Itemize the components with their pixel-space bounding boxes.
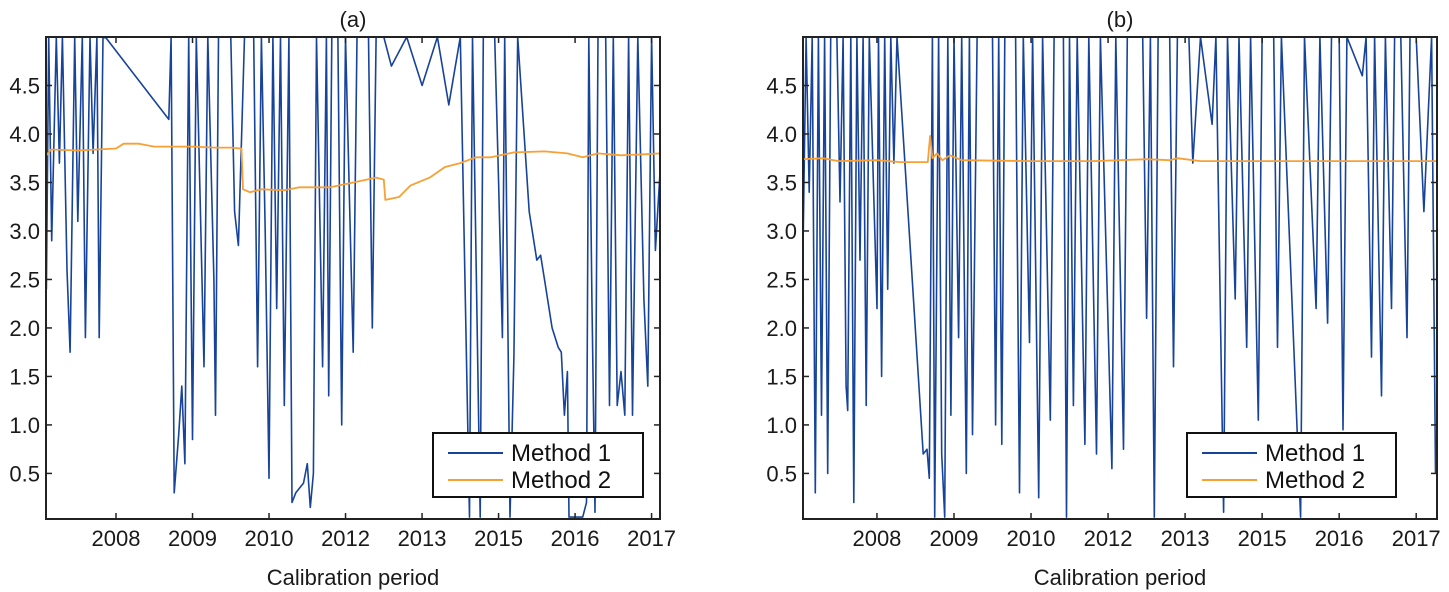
chart-title: (a) — [340, 7, 367, 32]
y-tick-label: 2.0 — [766, 316, 797, 341]
x-tick-label: 2016 — [1315, 526, 1364, 551]
x-tick-label: 2015 — [474, 526, 523, 551]
x-tick-label: 2010 — [1007, 526, 1056, 551]
chart-title: (b) — [1107, 7, 1134, 32]
y-tick-label: 2.0 — [9, 316, 40, 341]
y-tick-label: 3.0 — [766, 219, 797, 244]
x-tick-label: 2012 — [1084, 526, 1133, 551]
series-line-method-2 — [46, 142, 660, 201]
x-tick-label: 2008 — [92, 526, 141, 551]
y-tick-label: 1.5 — [9, 364, 40, 389]
legend-label-1: Method 1 — [511, 440, 611, 467]
legend-label-2: Method 2 — [1265, 467, 1365, 494]
series-line-method-2 — [803, 134, 1437, 164]
y-tick-label: 0.5 — [9, 461, 40, 486]
legend-label-2: Method 2 — [511, 467, 611, 494]
x-tick-label: 2012 — [321, 526, 370, 551]
y-tick-label: 1.0 — [9, 413, 40, 438]
x-tick-label: 2013 — [398, 526, 447, 551]
axes-frame — [802, 36, 1438, 520]
y-tick-label: 4.5 — [766, 73, 797, 98]
legend-label-1: Method 1 — [1265, 440, 1365, 467]
x-axis-label: Calibration period — [267, 565, 439, 590]
y-tick-label: 4.0 — [766, 122, 797, 147]
x-tick-label: 2013 — [1161, 526, 1210, 551]
x-tick-label: 2008 — [852, 526, 901, 551]
y-tick-label: 2.5 — [9, 267, 40, 292]
panel-b: (b) 0.5 1.0 1.5 2.0 2.5 3.0 3.5 4.0 4.5 2008 2009 20… — [766, 7, 1440, 590]
legend-box — [1186, 432, 1397, 498]
x-tick-label: 2016 — [551, 526, 600, 551]
y-tick-label: 1.0 — [766, 413, 797, 438]
y-tick-label: 4.0 — [9, 122, 40, 147]
x-tick-label: 2009 — [168, 526, 217, 551]
plot-area — [46, 37, 660, 518]
y-tick-label: 2.5 — [766, 267, 797, 292]
series-line-method-1 — [46, 37, 660, 518]
y-tick-label: 3.0 — [9, 219, 40, 244]
series-line-method-1 — [803, 37, 1437, 518]
x-axis-label: Calibration period — [1034, 565, 1206, 590]
panel-a: (a) 0.5 1.0 1.5 2.0 2.5 3.0 3.5 4.0 4.5 2008 2009 20… — [9, 7, 676, 590]
x-tick-label: 2015 — [1238, 526, 1287, 551]
y-tick-label: 3.5 — [766, 170, 797, 195]
legend-box — [432, 432, 644, 498]
plot-area — [803, 37, 1437, 518]
y-tick-label: 4.5 — [9, 73, 40, 98]
y-tick-label: 3.5 — [9, 170, 40, 195]
y-tick-label: 0.5 — [766, 461, 797, 486]
x-tick-label: 2017 — [1392, 526, 1441, 551]
x-tick-label: 2010 — [245, 526, 294, 551]
y-tick-label: 1.5 — [766, 364, 797, 389]
x-tick-label: 2017 — [627, 526, 676, 551]
x-tick-label: 2009 — [930, 526, 979, 551]
axes-frame — [45, 36, 661, 520]
